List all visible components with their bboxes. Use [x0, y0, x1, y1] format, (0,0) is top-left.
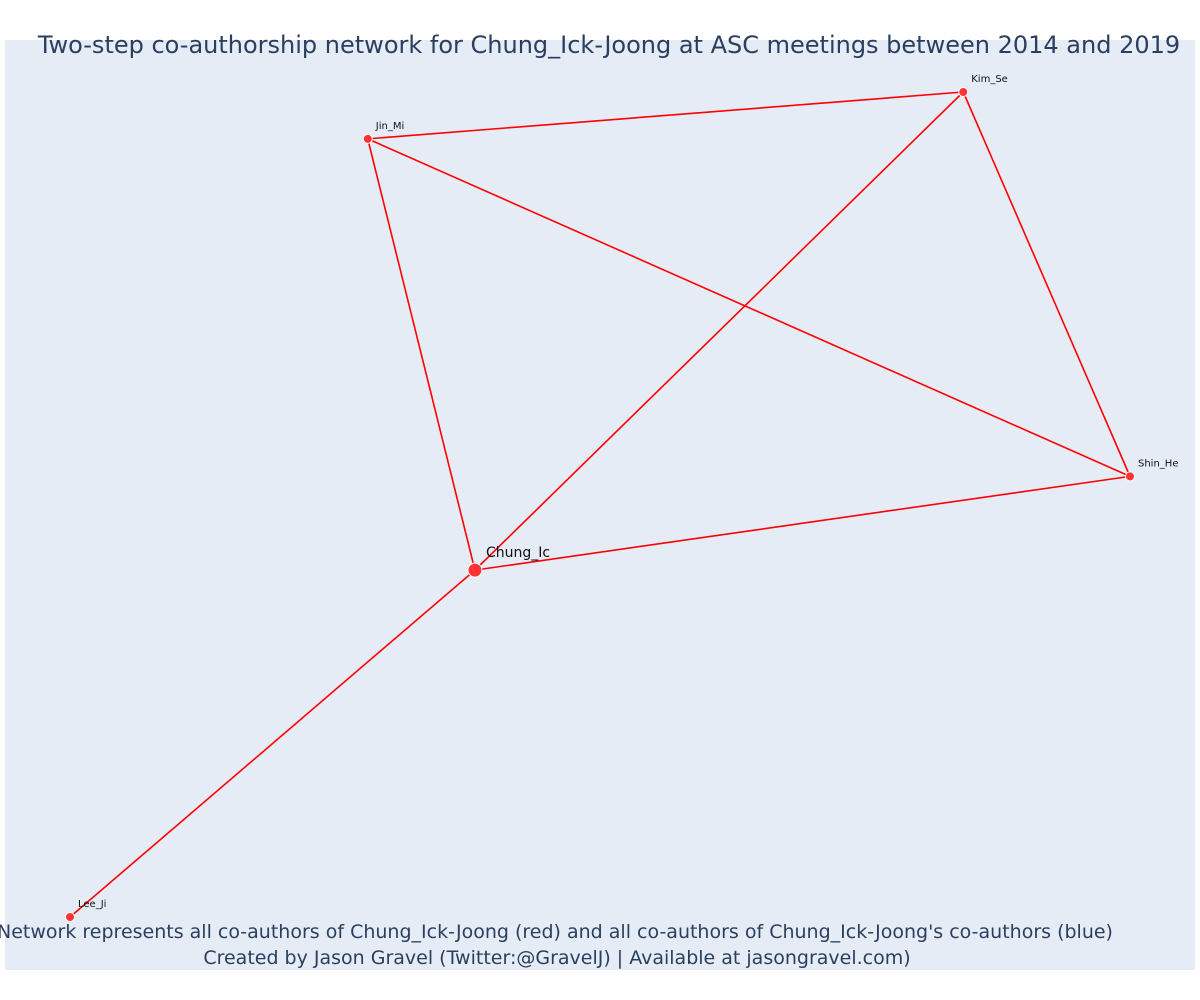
plot-background [5, 40, 1195, 970]
edge-chung-ic-kim-se [474, 91, 964, 571]
node-label-chung-ic: Chung_Ic [486, 545, 550, 561]
node-labels-layer: Chung_Ic Jin_Mi Kim_Se Shin_He Lee_Ji [78, 74, 1178, 910]
edge-chung-ic-jin-mi [366, 138, 476, 571]
edge-jin-mi-shin-he [367, 138, 1131, 478]
edges-layer [69, 91, 1131, 918]
node-label-shin-he: Shin_He [1138, 458, 1178, 469]
edge-chung-ic-lee-ji [69, 569, 476, 918]
node-chung-ic[interactable] [467, 562, 483, 578]
node-lee-ji[interactable] [65, 912, 75, 922]
node-shin-he[interactable] [1125, 471, 1135, 482]
node-label-jin-mi: Jin_Mi [375, 121, 404, 132]
node-label-lee-ji: Lee_Ji [78, 899, 106, 910]
chart-title: Two-step co-authorship network for Chung… [37, 31, 1180, 59]
edge-chung-ic-shin-he [474, 475, 1131, 571]
caption-line-1: Network represents all co-authors of Chu… [0, 921, 1113, 943]
node-kim-se[interactable] [958, 87, 969, 97]
caption-line-2: Created by Jason Gravel (Twitter:@Gravel… [203, 947, 910, 969]
edge-jin-mi-kim-se [367, 91, 964, 140]
nodes-layer [65, 87, 1135, 922]
edge-kim-se-shin-he [962, 91, 1131, 477]
node-label-kim-se: Kim_Se [971, 74, 1008, 85]
node-jin-mi[interactable] [362, 133, 373, 144]
